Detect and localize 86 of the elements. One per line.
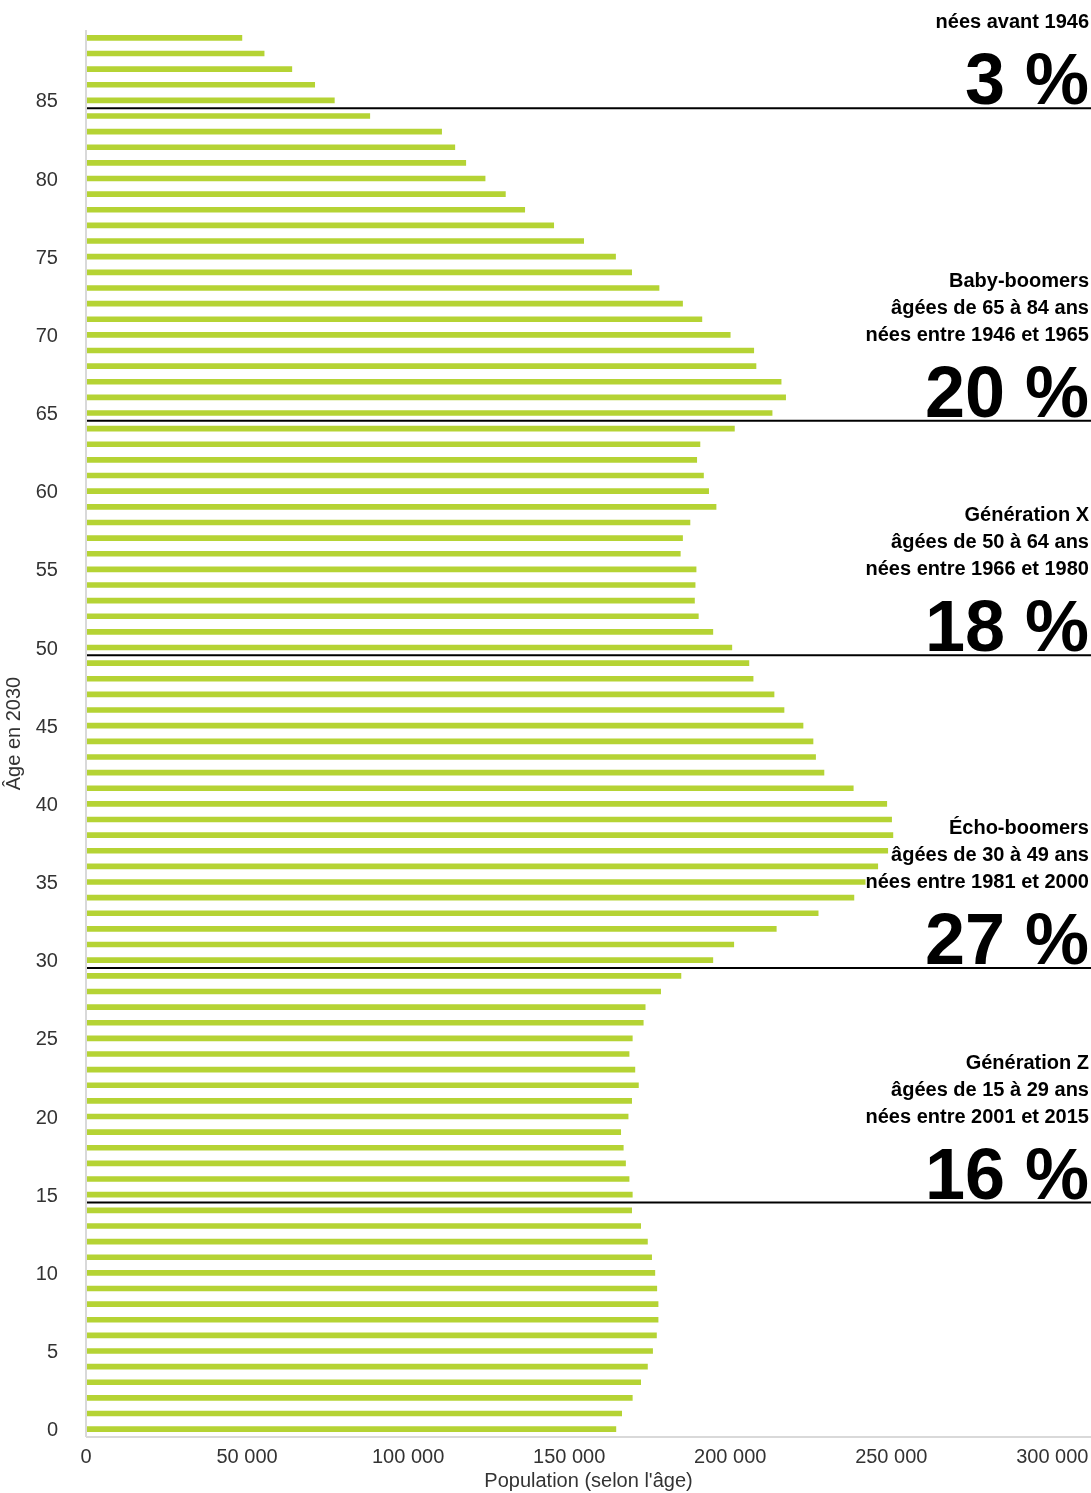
x-tick-label: 100 000	[371, 1445, 445, 1468]
bar	[86, 1348, 653, 1354]
bar	[86, 378, 782, 385]
x-tick-label: 50 000	[216, 1445, 278, 1468]
bar	[86, 832, 894, 838]
bar	[86, 910, 819, 917]
bar	[86, 535, 683, 541]
bar	[86, 1301, 659, 1307]
y-tick-label: 45	[35, 714, 58, 737]
bar	[86, 441, 701, 448]
bar	[86, 613, 699, 620]
bar	[86, 1098, 632, 1104]
bar	[86, 285, 660, 291]
bar	[86, 754, 816, 760]
y-tick-label: 10	[35, 1261, 58, 1284]
bar	[86, 660, 750, 666]
ref-line-label: Génération Z âgées de 15 à 29 ans nées entre 2001 et 2015 16 %	[865, 1050, 1089, 1214]
bar	[86, 206, 526, 213]
bar	[86, 629, 714, 635]
y-tick-label: 75	[35, 245, 58, 268]
y-tick-label: 15	[35, 1183, 58, 1206]
y-tick-label: 55	[35, 558, 58, 581]
bar	[86, 316, 703, 323]
bar	[86, 847, 889, 854]
bar	[86, 66, 293, 72]
bar	[86, 1316, 659, 1323]
bar	[86, 113, 371, 119]
y-tick-label: 5	[46, 1340, 58, 1363]
y-tick-label: 35	[35, 871, 58, 894]
y-tick-label: 65	[35, 402, 58, 425]
bar	[86, 1019, 644, 1026]
bar	[86, 504, 717, 510]
bar	[86, 457, 698, 463]
bar	[86, 363, 757, 369]
bar	[86, 801, 888, 807]
bar	[86, 550, 681, 557]
y-tick-label: 40	[35, 792, 58, 815]
x-tick-label: 200 000	[694, 1445, 767, 1468]
y-tick-label: 60	[35, 480, 58, 503]
bar	[86, 1176, 630, 1182]
y-axis-title: Âge en 2030	[2, 676, 24, 791]
bar	[86, 81, 316, 88]
ref-line-label: Génération X âgées de 50 à 64 ans nées entre 1966 et 1980 18 %	[865, 503, 1090, 667]
bar	[86, 926, 777, 932]
x-tick-label: 0	[80, 1445, 92, 1468]
ref-line-label: Baby-boomers âgées de 65 à 84 ans nées entre 1946 et 1965 20 %	[865, 268, 1089, 432]
bar	[86, 957, 714, 963]
y-tick-label: 25	[35, 1027, 58, 1050]
y-tick-label: 80	[35, 167, 58, 190]
bar	[86, 488, 709, 494]
y-tick-label: 30	[35, 949, 58, 972]
bar	[86, 675, 754, 682]
x-axis-title: Population (selon l'âge)	[484, 1469, 693, 1491]
bar	[86, 1270, 656, 1276]
bar	[86, 1395, 633, 1401]
bar	[86, 1051, 630, 1057]
bar	[86, 1004, 646, 1010]
bar	[86, 144, 456, 151]
bar	[86, 1426, 617, 1432]
x-tick-label: 150 000	[533, 1445, 606, 1468]
bar	[86, 1379, 641, 1386]
x-tick-label: 300 000	[1016, 1445, 1089, 1468]
bar	[86, 238, 584, 244]
y-tick-label: 70	[35, 323, 58, 346]
bar	[86, 879, 866, 885]
bar	[86, 410, 773, 416]
bar	[86, 35, 243, 41]
bar	[86, 160, 467, 166]
x-tick-label: 250 000	[855, 1445, 928, 1468]
ref-line-label: nées avant 1946 3 %	[935, 10, 1089, 120]
ref-line-label: Écho-boomers âgées de 30 à 49 ans nées entre 1981 et 2000 27 %	[865, 816, 1089, 979]
bar	[86, 582, 696, 588]
y-tick-label: 20	[35, 1105, 58, 1128]
bar	[86, 973, 682, 979]
bar	[86, 1129, 622, 1135]
bar	[86, 191, 506, 197]
bar	[86, 1223, 641, 1229]
bar	[86, 707, 785, 713]
y-tick-label: 85	[35, 89, 58, 112]
bar	[86, 1082, 639, 1089]
y-tick-label: 0	[46, 1418, 58, 1441]
bar	[86, 332, 731, 338]
bar	[86, 1144, 624, 1151]
bar	[86, 1254, 652, 1261]
bar	[86, 785, 854, 792]
y-tick-label: 50	[35, 636, 58, 659]
